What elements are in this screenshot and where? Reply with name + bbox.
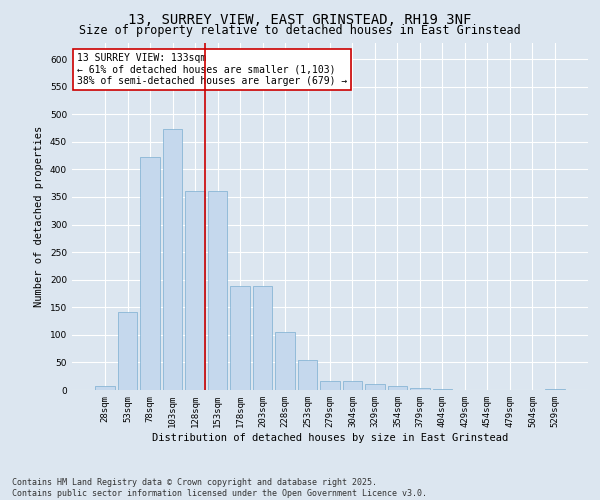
Bar <box>343 381 362 390</box>
Bar <box>433 389 452 390</box>
Bar <box>140 157 160 390</box>
Text: Size of property relative to detached houses in East Grinstead: Size of property relative to detached ho… <box>79 24 521 37</box>
Bar <box>230 286 250 390</box>
Text: Contains HM Land Registry data © Crown copyright and database right 2025.
Contai: Contains HM Land Registry data © Crown c… <box>12 478 427 498</box>
Bar <box>163 128 182 390</box>
Bar <box>208 192 227 390</box>
Bar <box>298 360 317 390</box>
Bar <box>388 386 407 390</box>
Bar <box>320 381 340 390</box>
Bar <box>410 388 430 390</box>
Text: 13 SURREY VIEW: 133sqm
← 61% of detached houses are smaller (1,103)
38% of semi-: 13 SURREY VIEW: 133sqm ← 61% of detached… <box>77 53 347 86</box>
Bar <box>365 384 385 390</box>
Bar <box>275 332 295 390</box>
Bar <box>253 286 272 390</box>
Bar <box>185 192 205 390</box>
Text: 13, SURREY VIEW, EAST GRINSTEAD, RH19 3NF: 13, SURREY VIEW, EAST GRINSTEAD, RH19 3N… <box>128 12 472 26</box>
Y-axis label: Number of detached properties: Number of detached properties <box>34 126 44 307</box>
X-axis label: Distribution of detached houses by size in East Grinstead: Distribution of detached houses by size … <box>152 432 508 442</box>
Bar <box>118 312 137 390</box>
Bar <box>95 386 115 390</box>
